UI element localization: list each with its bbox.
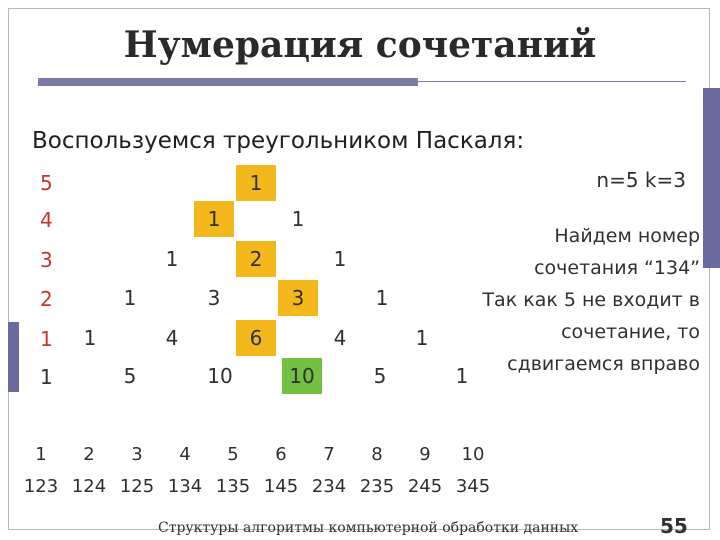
slide-frame [8,8,710,530]
row-label: 1 [40,365,53,389]
slide-footer: Структуры алгоритмы компьютерной обработ… [158,520,579,536]
title-underline-thin [418,81,686,82]
triangle-cell: 1 [123,286,137,310]
explanation-line: Так как 5 не входит в [482,289,700,311]
combination-value: 125 [119,476,155,497]
params-label: n=5 k=3 [596,168,686,192]
combination-index: 7 [323,444,335,465]
triangle-cell: 5 [373,364,387,388]
explanation-line: Найдем номер [554,225,700,247]
combination-value: 245 [407,476,443,497]
page-number: 55 [660,514,688,538]
triangle-cell-highlight: 10 [282,358,322,394]
combination-index: 4 [179,444,191,465]
triangle-cell: 6 [236,320,276,356]
combination-value: 123 [23,476,59,497]
explanation-text: Найдем номер сочетания “134” Так как 5 н… [468,220,700,380]
triangle-cell: 1 [83,326,97,350]
combination-value: 124 [71,476,107,497]
triangle-cell: 1 [455,364,469,388]
triangle-cell: 4 [165,326,179,350]
combination-value: 145 [263,476,299,497]
triangle-cell: 1 [194,201,234,237]
combination-index: 8 [371,444,383,465]
slide-subtitle: Воспользуемся треугольником Паскаля: [32,128,525,154]
left-accent-bar [8,322,19,392]
triangle-cell: 1 [333,247,347,271]
triangle-cell: 10 [207,364,233,388]
row-label: 1 [40,327,53,351]
combination-index: 10 [461,444,485,465]
combination-index: 5 [227,444,239,465]
combination-value: 234 [311,476,347,497]
row-label: 2 [40,287,53,311]
triangle-cell: 1 [375,286,389,310]
triangle-cell: 3 [278,280,318,316]
explanation-line: сдвигаемся вправо [507,353,700,375]
combination-value: 135 [215,476,251,497]
triangle-cell: 1 [236,165,276,201]
combination-value: 235 [359,476,395,497]
triangle-cell: 1 [165,247,179,271]
explanation-line: сочетание, то [561,321,700,343]
title-underline-thick [38,78,418,86]
explanation-line: сочетания “134” [534,257,700,279]
right-accent-bar [703,88,720,268]
triangle-cell: 5 [123,364,137,388]
triangle-cell: 1 [415,326,429,350]
triangle-cell: 1 [291,207,305,231]
combination-index: 1 [35,444,47,465]
row-label: 5 [40,171,53,195]
combination-value: 345 [455,476,491,497]
combination-value: 134 [167,476,203,497]
combination-index: 9 [419,444,431,465]
slide-title: Нумерация сочетаний [123,24,597,66]
row-label: 4 [40,208,53,232]
triangle-cell: 3 [207,286,221,310]
combination-index: 3 [131,444,143,465]
triangle-cell: 2 [236,241,276,277]
combination-index: 6 [275,444,287,465]
combination-index: 2 [83,444,95,465]
row-label: 3 [40,248,53,272]
triangle-cell: 4 [333,326,347,350]
